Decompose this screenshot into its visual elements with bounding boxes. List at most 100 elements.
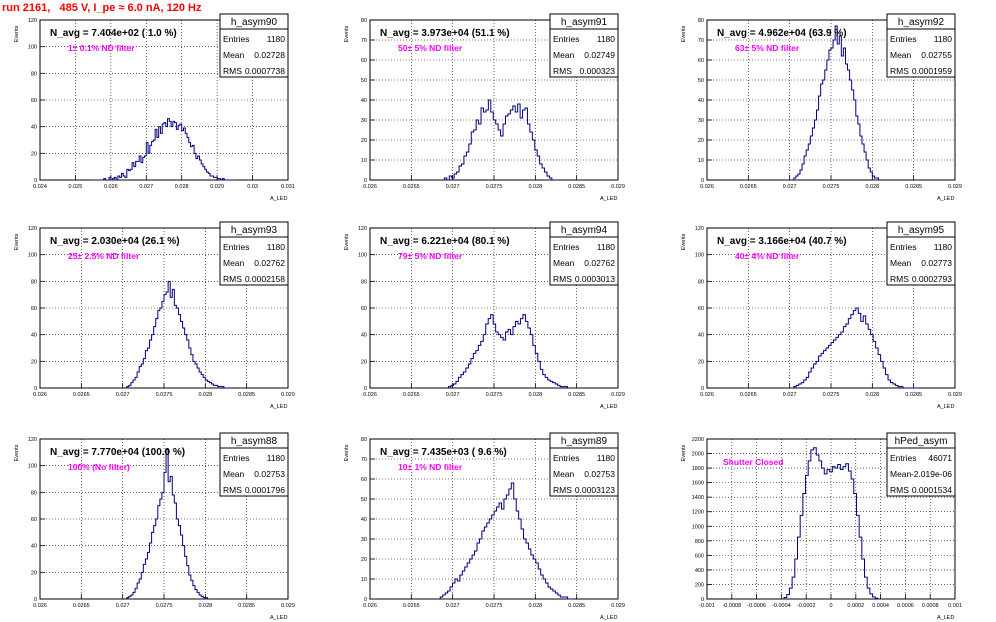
h_asym90-ytick-label: 80 — [31, 71, 37, 77]
h_asym94-xtick-label: 0.026 — [363, 392, 377, 398]
h_asym95-ylabel: Events — [681, 233, 687, 250]
h_asym95-xtick-label: 0.0265 — [740, 392, 757, 398]
h_asym93-xtick-label: 0.026 — [33, 392, 47, 398]
h_asym92-xtick-label: 0.0265 — [740, 184, 757, 190]
h_asym95-ytick-label: 60 — [698, 306, 704, 312]
h_asym94-stats-entries-label: Entries — [553, 242, 579, 252]
h_asym95-stats-entries-label: Entries — [890, 242, 916, 252]
h_asym89-ytick-label: 50 — [361, 497, 367, 503]
h_asym92-stats-rms-value: 0.0001959 — [912, 66, 952, 76]
h_asym90-ytick-label: 20 — [31, 151, 37, 157]
h_asym92-filter-label: 63± 5% ND filter — [735, 43, 800, 53]
h_asym91-ylabel: Events — [344, 25, 350, 42]
h_asym88-stats-entries-value: 1180 — [267, 453, 286, 463]
h_asym91-stats-box — [549, 13, 619, 78]
h_asym88-xtick-label: 0.0265 — [73, 603, 90, 609]
h_asym90-xtick-label: 0.026 — [104, 184, 118, 190]
h_asym92-ytick-label: 40 — [698, 98, 704, 104]
h_asym92-xtick-label: 0.0285 — [905, 184, 922, 190]
h_asym92-ytick-label: 0 — [701, 178, 704, 184]
hPed_asym-xtick-label: -0.0002 — [797, 603, 816, 609]
h_asym92-ytick-label: 20 — [698, 138, 704, 144]
h_asym88-stats-mean-value: 0.02753 — [254, 469, 285, 479]
h_asym92-ytick-label: 10 — [698, 158, 704, 164]
hPed_asym-xtick-label: 0.0008 — [922, 603, 939, 609]
h_asym90-xtick-label: 0.029 — [210, 184, 224, 190]
hPed_asym-xtick-label: -0.001 — [699, 603, 715, 609]
h_asym93-navg-label: N_avg = 2.030e+04 (26.1 %) — [50, 236, 180, 247]
h_asym89-ytick-label: 30 — [361, 537, 367, 543]
h_asym94-ylabel: Events — [344, 233, 350, 250]
hPed_asym-xtick-label: 0.0004 — [872, 603, 889, 609]
h_asym89-ytick-label: 0 — [364, 597, 367, 603]
h_asym89-xtick-label: 0.026 — [363, 603, 377, 609]
h_asym88-xtick-label: 0.028 — [198, 603, 212, 609]
h_asym94-xtick-label: 0.027 — [446, 392, 460, 398]
h_asym95-stats-rms-value: 0.0002793 — [912, 274, 952, 284]
h_asym89-ytick-label: 80 — [361, 437, 367, 443]
h_asym95-stats-entries-value: 1180 — [934, 242, 953, 252]
h_asym91-stats-mean-value: 0.02749 — [584, 50, 615, 60]
h_asym94-ytick-label: 40 — [361, 333, 367, 339]
h_asym90-stats-rms-label: RMS — [223, 66, 242, 76]
h_asym91-ytick-label: 10 — [361, 158, 367, 164]
h_asym91-stats-rms-label: RMS — [553, 66, 572, 76]
h_asym88-stats-entries-label: Entries — [223, 453, 249, 463]
h_asym91-ytick-label: 50 — [361, 78, 367, 84]
h_asym91-stats-title: h_asym91 — [561, 17, 608, 28]
h_asym89-ytick-label: 10 — [361, 577, 367, 583]
hPed_asym-stats-entries-value: 46071 — [928, 453, 952, 463]
h_asym93-stats-rms-value: 0.0002158 — [245, 274, 285, 284]
h_asym92-stats-box — [886, 13, 956, 78]
h_asym89-ylabel: Events — [344, 444, 350, 461]
h_asym90-histogram — [93, 118, 235, 181]
hPed_asym-stats-title: hPed_asym — [895, 436, 948, 447]
h_asym89-xtick-label: 0.0285 — [568, 603, 585, 609]
h_asym92-stats-mean-value: 0.02755 — [921, 50, 952, 60]
h_asym94-xtick-label: 0.0285 — [568, 392, 585, 398]
h_asym88-xtick-label: 0.027 — [116, 603, 130, 609]
h_asym94-ytick-label: 100 — [358, 253, 367, 259]
h_asym95-xtick-label: 0.026 — [700, 392, 714, 398]
h_asym95-xtick-label: 0.0275 — [823, 392, 840, 398]
h_asym95-ytick-label: 20 — [698, 359, 704, 365]
hPed_asym-stats-entries-label: Entries — [890, 453, 916, 463]
h_asym91-xtick-label: 0.029 — [611, 184, 625, 190]
hPed_asym-ytick-label: 400 — [695, 568, 704, 574]
page-title: run 2161, 485 V, I_pe ≈ 6.0 nA, 120 Hz — [2, 2, 202, 14]
hPed_asym-ytick-label: 2200 — [692, 437, 704, 443]
hPed_asym-ytick-label: 1600 — [692, 481, 704, 487]
h_asym93-stats-box — [219, 221, 289, 286]
h_asym95-navg-label: N_avg = 3.166e+04 (40.7 %) — [717, 236, 847, 247]
h_asym90-stats-rms-value: 0.0007738 — [245, 66, 285, 76]
h_asym91-xtick-label: 0.026 — [363, 184, 377, 190]
hPed_asym-ytick-label: 1200 — [692, 510, 704, 516]
h_asym89-stats-rms-value: 0.0003123 — [575, 485, 615, 495]
h_asym94-stats-entries-value: 1180 — [597, 242, 616, 252]
h_asym90-ytick-label: 0 — [34, 178, 37, 184]
h_asym95-xtick-label: 0.029 — [948, 392, 962, 398]
hPed_asym-xtick-label: -0.0006 — [747, 603, 766, 609]
hPed_asym-stats-box — [886, 432, 956, 497]
h_asym90-ytick-label: 120 — [28, 18, 37, 24]
h_asym89-xlabel: A_LED — [600, 615, 617, 621]
h_asym90-xtick-label: 0.028 — [175, 184, 189, 190]
h_asym94-ytick-label: 120 — [358, 226, 367, 232]
h_asym94-ytick-label: 0 — [364, 386, 367, 392]
h_asym89-navg-label: N_avg = 7.435e+03 ( 9.6 %) — [380, 447, 507, 458]
h_asym89-xtick-label: 0.028 — [528, 603, 542, 609]
h_asym88-stats-rms-label: RMS — [223, 485, 242, 495]
h_asym90-stats-entries-value: 1180 — [267, 34, 286, 44]
hPed_asym-ytick-label: 200 — [695, 582, 704, 588]
h_asym95-histogram — [793, 307, 918, 389]
h_asym90-stats-title: h_asym90 — [231, 17, 278, 28]
h_asym88-ytick-label: 0 — [34, 597, 37, 603]
h_asym88-ytick-label: 60 — [31, 517, 37, 523]
h_asym91-stats-mean-label: Mean — [553, 50, 575, 60]
h_asym91-ytick-label: 20 — [361, 138, 367, 144]
h_asym90-xtick-label: 0.024 — [33, 184, 47, 190]
h_asym93-stats-mean-label: Mean — [223, 258, 245, 268]
hPed_asym-ytick-label: 1800 — [692, 466, 704, 472]
hPed_asym-stats-rms-value: 0.0001534 — [912, 485, 952, 495]
h_asym92-xtick-label: 0.029 — [948, 184, 962, 190]
